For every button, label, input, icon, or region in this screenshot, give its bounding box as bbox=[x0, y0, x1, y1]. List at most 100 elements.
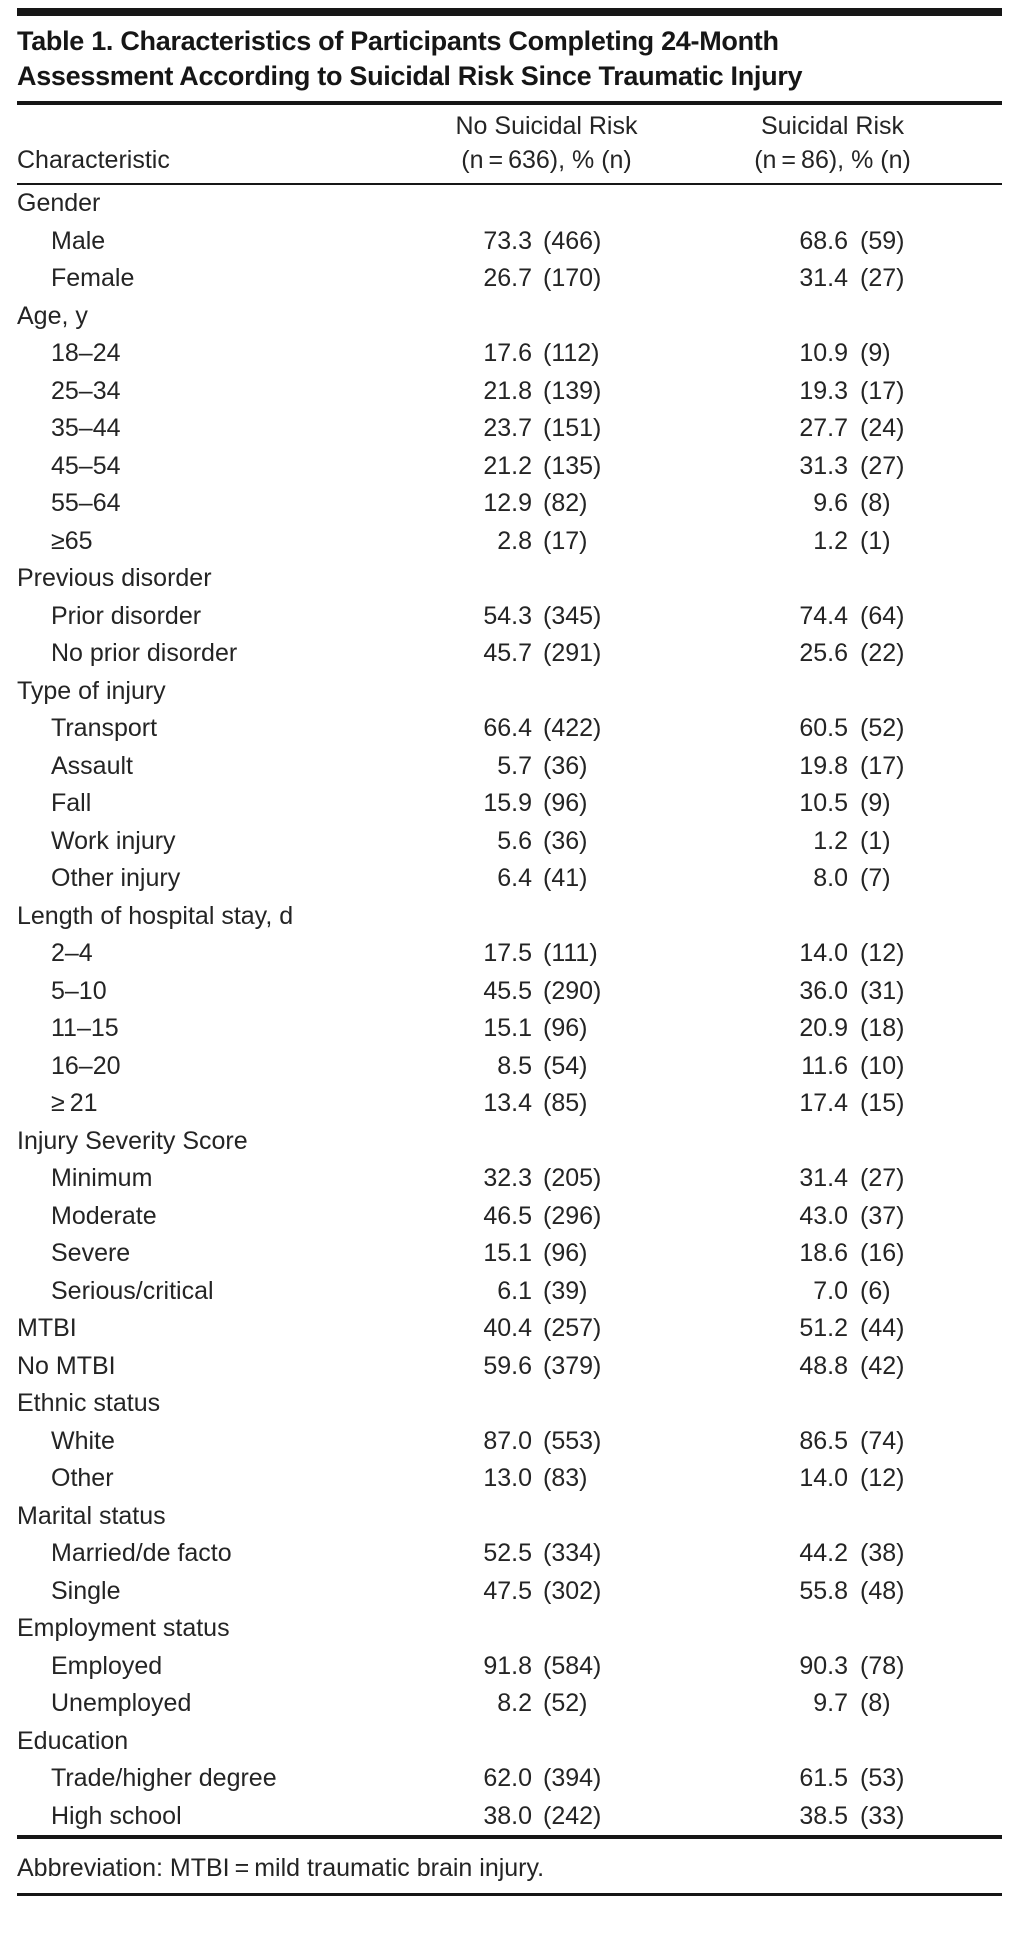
risk-count bbox=[848, 1385, 1002, 1423]
no-risk-count: (345) bbox=[543, 601, 602, 630]
risk-count: (10) bbox=[860, 1051, 905, 1080]
suicidal-risk-n: (n = 86), % (n) bbox=[754, 145, 911, 174]
risk-count bbox=[848, 1610, 1002, 1648]
table-section-row: Education bbox=[17, 1723, 1002, 1761]
row-label: Severe bbox=[51, 1239, 131, 1267]
risk-count bbox=[848, 1723, 1002, 1761]
risk-count: (48) bbox=[860, 1576, 905, 1605]
row-label: 2–4 bbox=[51, 939, 93, 967]
no-risk-percent: 87.0 bbox=[483, 1426, 532, 1455]
row-label: Ethnic status bbox=[17, 1389, 161, 1417]
no-risk-percent: 45.7 bbox=[483, 639, 532, 667]
no-risk-percent: 46.5 bbox=[483, 1201, 532, 1230]
row-label: Work injury bbox=[51, 826, 176, 855]
no-risk-percent: 8.2 bbox=[497, 1689, 532, 1717]
no-risk-percent: 15.1 bbox=[483, 1239, 532, 1267]
no-risk-count: (422) bbox=[543, 714, 602, 742]
no-risk-count bbox=[532, 1723, 663, 1761]
table-row: Work injury 5.6 (36) 1.2 (1) bbox=[17, 823, 1002, 861]
risk-count: (31) bbox=[860, 976, 905, 1005]
no-risk-percent: 8.5 bbox=[497, 1051, 532, 1080]
risk-percent bbox=[663, 1385, 848, 1423]
risk-count: (78) bbox=[860, 1651, 905, 1680]
no-risk-count: (112) bbox=[543, 339, 600, 367]
risk-percent: 61.5 bbox=[799, 1764, 848, 1792]
no-risk-percent: 23.7 bbox=[483, 414, 532, 442]
no-risk-count: (54) bbox=[543, 1051, 588, 1080]
risk-count: (37) bbox=[860, 1201, 905, 1230]
table-row: Married/de facto 52.5 (334) 44.2 (38) bbox=[17, 1535, 1002, 1573]
risk-count: (38) bbox=[860, 1539, 905, 1567]
no-risk-count: (52) bbox=[543, 1689, 588, 1717]
risk-count: (15) bbox=[860, 1089, 905, 1117]
risk-percent: 74.4 bbox=[799, 601, 848, 630]
risk-count bbox=[848, 1498, 1002, 1536]
no-risk-count bbox=[532, 298, 663, 336]
risk-count bbox=[848, 560, 1002, 598]
risk-percent: 10.9 bbox=[799, 339, 848, 367]
no-risk-percent: 6.4 bbox=[497, 864, 532, 892]
no-risk-percent: 32.3 bbox=[483, 1164, 532, 1192]
table-row: No prior disorder 45.7 (291) 25.6 (22) bbox=[17, 635, 1002, 673]
rule-above-footnote bbox=[17, 1835, 1002, 1839]
no-risk-percent bbox=[400, 1610, 532, 1648]
row-label: Other injury bbox=[51, 864, 181, 892]
table-row: No MTBI 59.6 (379) 48.8 (42) bbox=[17, 1348, 1002, 1386]
row-label: Employed bbox=[51, 1651, 163, 1680]
column-header-suicidal-risk: Suicidal Risk (n = 86), % (n) bbox=[663, 109, 1002, 177]
no-risk-percent: 66.4 bbox=[483, 714, 532, 742]
bottom-border-rule bbox=[17, 1892, 1002, 1896]
no-risk-percent bbox=[400, 185, 532, 223]
table-section-row: Employment status bbox=[17, 1610, 1002, 1648]
table-row: Other injury 6.4 (41) 8.0 (7) bbox=[17, 860, 1002, 898]
risk-percent: 9.6 bbox=[813, 489, 848, 517]
risk-percent: 31.4 bbox=[799, 1164, 848, 1192]
no-risk-percent: 21.2 bbox=[483, 451, 532, 480]
table-title-line1: Table 1. Characteristics of Participants… bbox=[17, 26, 779, 56]
row-label: Serious/critical bbox=[51, 1276, 214, 1305]
table-title-line2: Assessment According to Suicidal Risk Si… bbox=[17, 61, 803, 91]
no-risk-percent bbox=[400, 1385, 532, 1423]
risk-percent bbox=[663, 673, 848, 711]
risk-count: (16) bbox=[860, 1239, 905, 1267]
table-row: ≥ 21 13.4 (85) 17.4 (15) bbox=[17, 1085, 1002, 1123]
no-risk-percent: 47.5 bbox=[483, 1576, 532, 1605]
table-row: Severe 15.1 (96) 18.6 (16) bbox=[17, 1235, 1002, 1273]
no-risk-count bbox=[532, 1610, 663, 1648]
no-risk-count: (111) bbox=[543, 939, 598, 967]
table-row: 35–44 23.7 (151) 27.7 (24) bbox=[17, 410, 1002, 448]
no-risk-percent bbox=[400, 673, 532, 711]
risk-percent: 14.0 bbox=[799, 1464, 848, 1492]
row-label: 35–44 bbox=[51, 414, 121, 442]
row-label: Married/de facto bbox=[51, 1539, 232, 1567]
no-risk-count bbox=[532, 898, 663, 936]
risk-percent: 19.8 bbox=[799, 751, 848, 780]
no-risk-count bbox=[532, 560, 663, 598]
row-label: 16–20 bbox=[51, 1051, 121, 1080]
no-risk-count bbox=[532, 1498, 663, 1536]
row-label: Type of injury bbox=[17, 676, 166, 705]
no-risk-count bbox=[532, 185, 663, 223]
no-risk-count: (39) bbox=[543, 1276, 588, 1305]
risk-count: (8) bbox=[860, 1689, 891, 1717]
risk-count: (59) bbox=[860, 226, 905, 255]
no-risk-count: (553) bbox=[543, 1426, 602, 1455]
column-header-no-suicidal-risk: No Suicidal Risk (n = 636), % (n) bbox=[400, 109, 663, 177]
row-label: 25–34 bbox=[51, 376, 121, 405]
row-label: Injury Severity Score bbox=[17, 1126, 248, 1155]
no-risk-percent: 38.0 bbox=[483, 1801, 532, 1830]
no-risk-percent: 15.1 bbox=[483, 1014, 532, 1042]
no-risk-count: (36) bbox=[543, 826, 588, 855]
suicidal-risk-label: Suicidal Risk bbox=[760, 111, 905, 140]
risk-percent: 55.8 bbox=[799, 1576, 848, 1605]
risk-count: (17) bbox=[860, 751, 905, 780]
no-risk-count: (96) bbox=[543, 1014, 588, 1042]
no-risk-count: (302) bbox=[543, 1576, 602, 1605]
risk-percent: 14.0 bbox=[799, 939, 848, 967]
row-label: Other bbox=[51, 1464, 114, 1492]
risk-count: (8) bbox=[860, 489, 891, 517]
risk-count: (1) bbox=[860, 526, 891, 555]
table-row: Moderate 46.5 (296) 43.0 (37) bbox=[17, 1198, 1002, 1236]
no-risk-percent: 54.3 bbox=[483, 601, 532, 630]
no-risk-percent: 40.4 bbox=[483, 1314, 532, 1342]
